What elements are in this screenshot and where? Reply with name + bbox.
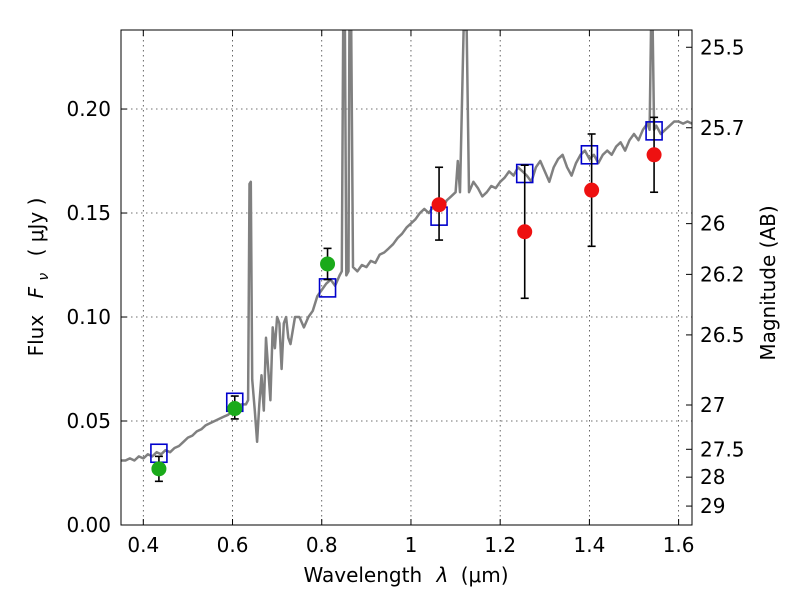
y2-tick-label: 27 xyxy=(700,393,725,417)
x-tick-label: 1.6 xyxy=(663,533,695,557)
y-tick-label: 0.20 xyxy=(66,97,111,121)
observed-point-marker xyxy=(320,256,336,272)
observed-point-marker xyxy=(584,182,600,198)
x-tick-label: 0.4 xyxy=(127,533,159,557)
y2-tick-label: 26 xyxy=(700,212,725,236)
model-square-marker xyxy=(580,144,599,165)
y-axis-label-symbol: F xyxy=(24,286,48,298)
y2-tick-label: 28 xyxy=(700,465,725,489)
y-tick-label: 0.05 xyxy=(66,409,111,433)
x-tick-label: 1 xyxy=(405,533,418,557)
spectrum-line xyxy=(121,30,692,462)
observed-point-marker xyxy=(227,401,243,417)
x-tick-label: 0.6 xyxy=(217,533,249,557)
y-axis-label-subscript: ν xyxy=(36,273,52,281)
x-tick-label: 0.8 xyxy=(306,533,338,557)
x-axis-label-text: Wavelength xyxy=(303,563,422,587)
observed-point-marker xyxy=(517,224,533,240)
grid-layer xyxy=(121,30,692,526)
observed-point-marker xyxy=(646,147,662,163)
y2-tick-label: 27.5 xyxy=(700,437,745,461)
y-tick-label: 0.00 xyxy=(66,513,111,537)
x-axis-label-unit: (μm) xyxy=(461,563,509,587)
y-axis-label-unit: ( μJy ) xyxy=(24,198,48,257)
y2-tick-label: 29 xyxy=(700,494,725,518)
plot-frame xyxy=(120,29,693,526)
y-axis-label: Flux F ν ( μJy ) xyxy=(24,198,53,357)
observed-point-marker xyxy=(151,461,167,477)
y2-tick-label: 26.5 xyxy=(700,323,745,347)
tick-layer: 0.4 0.6 0.8 1 1.2 1.4 1.6 0.00 0.05 0.10 0.15 0.20 2… xyxy=(66,30,745,557)
y-tick-label: 0.10 xyxy=(66,305,111,329)
data-layer xyxy=(121,30,692,483)
y-axis-label-text: Flux xyxy=(24,315,48,357)
y2-axis-label: Magnitude (AB) xyxy=(756,205,780,360)
y2-tick-label: 26.2 xyxy=(700,262,745,286)
x-tick-label: 1.4 xyxy=(573,533,605,557)
observed-point-marker xyxy=(431,197,447,213)
y-tick-label: 0.15 xyxy=(66,201,111,225)
y2-tick-label: 25.5 xyxy=(700,35,745,59)
x-axis-label-symbol: λ xyxy=(436,563,449,587)
x-tick-label: 1.2 xyxy=(484,533,516,557)
x-axis-label: Wavelength λ (μm) xyxy=(303,563,508,587)
y2-tick-label: 25.7 xyxy=(700,116,745,140)
